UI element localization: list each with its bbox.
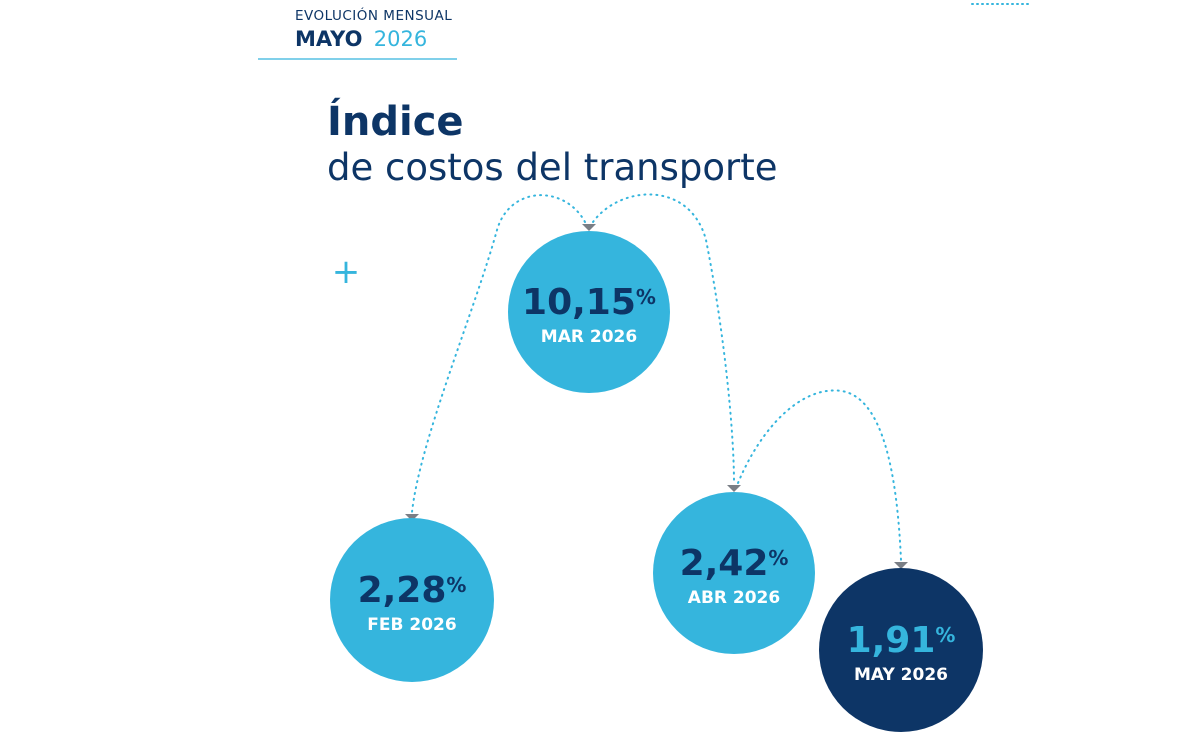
value-unit: %: [935, 623, 955, 647]
bubble-value: 2,42%: [680, 543, 789, 584]
arrowhead: [405, 514, 419, 521]
bubble: 2,42% ABR 2026: [653, 492, 815, 654]
bubble-label: MAR 2026: [541, 327, 637, 347]
value-number: 2,42: [680, 543, 769, 584]
connectors: [411, 193, 902, 561]
value-unit: %: [636, 285, 656, 309]
bubble-label: ABR 2026: [688, 588, 780, 608]
value-unit: %: [446, 573, 466, 597]
bubble-value: 1,91%: [847, 620, 956, 661]
arrowhead: [582, 224, 596, 231]
bubble: 10,15% MAR 2026: [508, 231, 670, 393]
value-number: 10,15: [522, 282, 636, 323]
period: MAYO 2026: [295, 27, 427, 51]
connector: [592, 193, 735, 484]
bubble: 1,91% MAY 2026: [819, 568, 983, 732]
bubble-circle: [508, 231, 670, 393]
bubble: 2,28% FEB 2026: [330, 518, 494, 682]
bubbles: 10,15% MAR 2026 2,28% FEB 2026 2,42% ABR 2026…: [330, 231, 983, 732]
value-number: 1,91: [847, 620, 936, 661]
connector: [411, 194, 586, 513]
bubble-circle: [330, 518, 494, 682]
arrowheads: [405, 224, 908, 569]
bubble-label: MAY 2026: [854, 665, 948, 685]
plus-icon: +: [332, 252, 361, 292]
year: 2026: [374, 27, 427, 51]
value-number: 2,28: [358, 570, 447, 611]
connector: [737, 389, 902, 561]
title-line1: Índice: [327, 97, 464, 145]
arrowhead: [727, 485, 741, 492]
bubble-circle: [819, 568, 983, 732]
value-unit: %: [768, 546, 788, 570]
bubble-label: FEB 2026: [367, 615, 456, 635]
bubble-value: 10,15%: [522, 282, 656, 323]
arrowhead: [894, 562, 908, 569]
month: MAYO: [295, 27, 362, 51]
kicker: EVOLUCIÓN MENSUAL: [295, 6, 452, 24]
bubble-value: 2,28%: [358, 570, 467, 611]
bubble-circle: [653, 492, 815, 654]
title-line2: de costos del transporte: [327, 146, 777, 189]
